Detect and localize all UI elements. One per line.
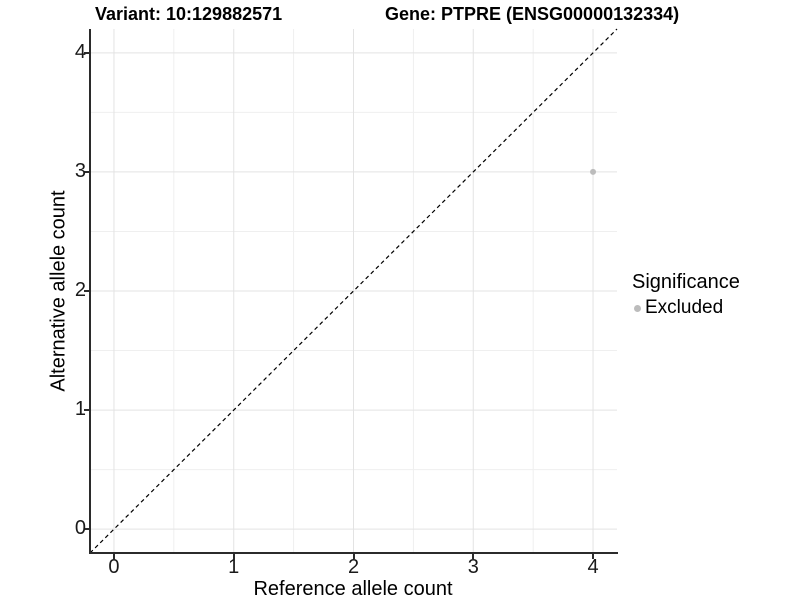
x-tick-mark bbox=[472, 554, 475, 559]
y-tick-mark bbox=[84, 51, 89, 54]
x-tick-label: 2 bbox=[347, 556, 360, 578]
y-tick-mark bbox=[84, 528, 89, 531]
legend-item-label: Excluded bbox=[645, 297, 724, 318]
identity-reference-line bbox=[89, 28, 618, 554]
data-point-excluded bbox=[590, 168, 597, 175]
y-tick-label: 1 bbox=[74, 398, 86, 421]
x-tick-mark bbox=[112, 554, 115, 559]
y-tick-label: 3 bbox=[74, 159, 86, 182]
x-tick-label: 4 bbox=[587, 556, 599, 578]
y-tick-label: 0 bbox=[74, 517, 86, 540]
x-tick-label: 1 bbox=[228, 556, 240, 578]
x-axis-line bbox=[89, 552, 618, 554]
y-axis-title: Alternative allele count bbox=[47, 190, 70, 392]
x-tick-mark bbox=[232, 554, 235, 559]
y-tick-mark bbox=[84, 170, 89, 173]
x-tick-label: 0 bbox=[108, 556, 120, 578]
x-axis-title: Reference allele count bbox=[253, 578, 453, 600]
legend: Significance Excluded bbox=[632, 271, 740, 319]
plot-panel bbox=[89, 28, 618, 554]
x-tick-mark bbox=[352, 554, 355, 559]
y-tick-label: 4 bbox=[74, 40, 86, 63]
x-tick-mark bbox=[592, 554, 595, 559]
plot-canvas bbox=[89, 28, 618, 554]
legend-items: Excluded bbox=[632, 297, 740, 319]
legend-key-dot-icon bbox=[634, 304, 641, 312]
plot-title-gene: Gene: PTPRE (ENSG00000132334) bbox=[385, 4, 680, 24]
y-tick-mark bbox=[84, 290, 89, 292]
plot-title-variant: Variant: 10:129882571 bbox=[95, 4, 283, 24]
y-tick-mark bbox=[84, 409, 89, 412]
y-axis-line bbox=[89, 29, 91, 554]
legend-title: Significance bbox=[632, 271, 740, 293]
x-tick-label: 3 bbox=[467, 556, 479, 578]
y-tick-label: 2 bbox=[74, 279, 86, 302]
legend-item-excluded: Excluded bbox=[632, 297, 740, 319]
